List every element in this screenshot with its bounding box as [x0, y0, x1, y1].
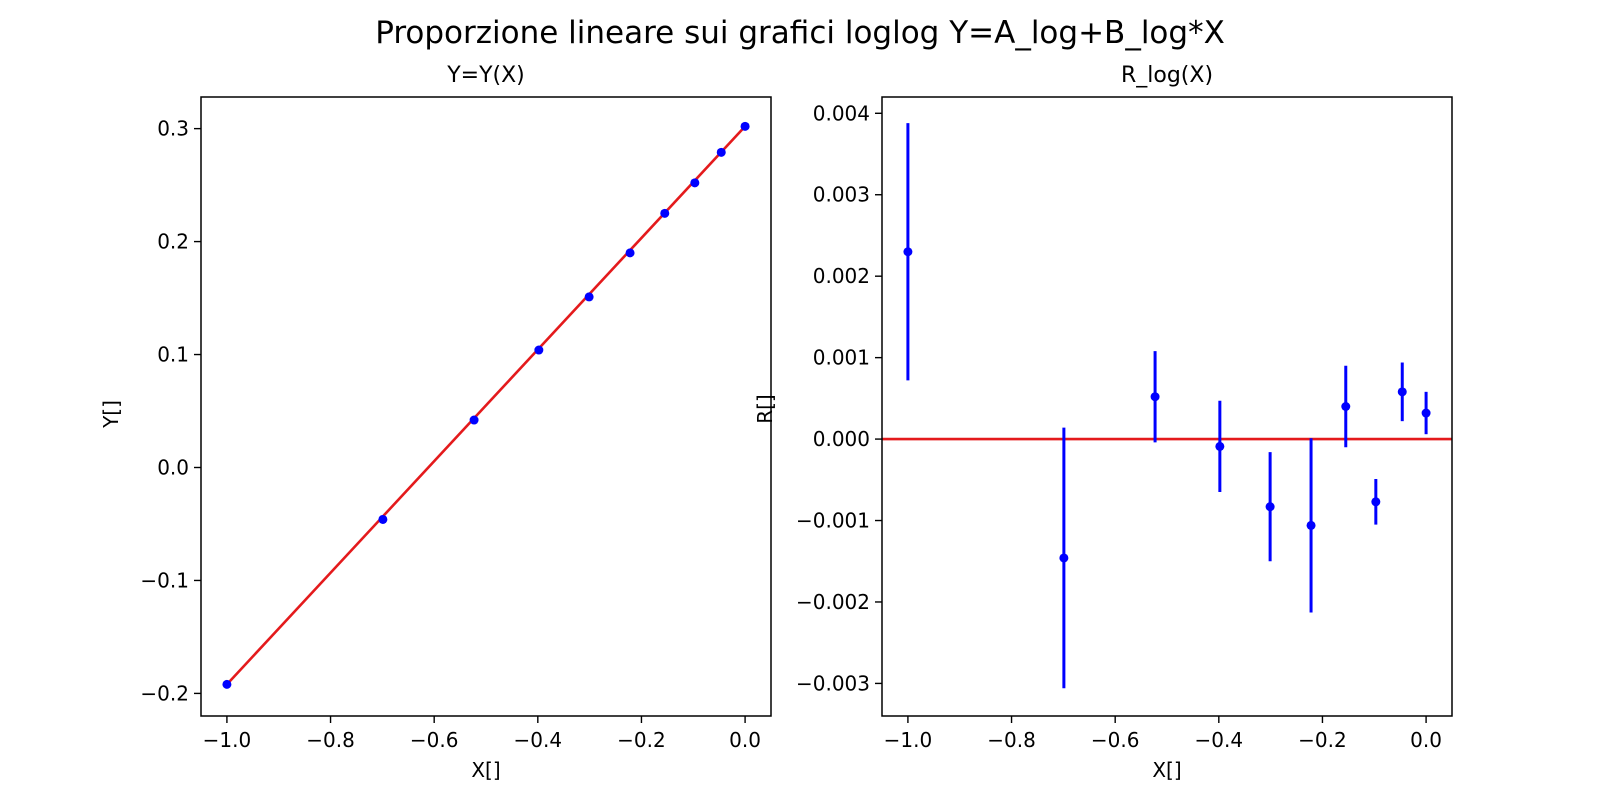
right-panel-data-point — [1150, 392, 1160, 402]
left-panel-data-point — [534, 345, 544, 355]
left-panel-ytick-label: 0.2 — [157, 230, 189, 254]
left-panel-data-point — [660, 208, 670, 218]
right-panel-xtick-label: 0.0 — [1410, 728, 1442, 752]
left-panel-data-point — [378, 514, 388, 524]
left-panel-xlabel: X[] — [471, 758, 500, 782]
left-panel-data-point — [690, 178, 700, 188]
figure-suptitle: Proporzione lineare sui grafici loglog Y… — [375, 15, 1225, 51]
right-panel-data-point — [1265, 502, 1275, 512]
right-panel-ytick-label: 0.002 — [813, 264, 870, 288]
right-panel-data-point — [1421, 408, 1431, 418]
right-panel-residuals: R_log(X) X[] R[] −1.0 −0.8 −0.6 −0.4 −0.2 0.0… — [753, 63, 1453, 782]
right-panel-data-point — [1215, 441, 1225, 451]
left-panel-y-vs-x: Y=Y(X) X[] Y[] −1.0 −0.8 −0.6 −0.4 −0.2 0.0 −… — [99, 63, 772, 782]
left-panel-ylabel: Y[] — [99, 400, 123, 429]
left-panel-ytick-label: −0.2 — [140, 681, 189, 705]
left-panel-axes-frame — [200, 96, 772, 717]
right-panel-title: R_log(X) — [1121, 63, 1213, 88]
left-panel-yticks: −0.2 −0.1 0.0 0.1 0.2 0.3 — [140, 117, 201, 705]
right-panel-data-point — [1397, 387, 1407, 397]
left-panel-ytick-label: 0.0 — [157, 455, 189, 479]
right-panel-axes-frame — [881, 96, 1453, 717]
left-panel-data-point — [222, 679, 232, 689]
left-panel-title: Y=Y(X) — [446, 63, 525, 88]
left-panel-ytick-label: 0.1 — [157, 343, 189, 367]
left-panel-xtick-label: −0.6 — [410, 728, 459, 752]
left-panel-xtick-label: 0.0 — [729, 728, 761, 752]
right-panel-xtick-label: −0.2 — [1298, 728, 1347, 752]
left-panel-data-point — [740, 121, 750, 131]
left-panel-xtick-label: −0.4 — [514, 728, 563, 752]
right-panel-xtick-label: −1.0 — [884, 728, 933, 752]
left-panel-fit-line — [225, 125, 747, 686]
right-panel-xtick-label: −0.8 — [987, 728, 1036, 752]
right-panel-marks — [882, 123, 1452, 689]
right-panel-data-point — [1341, 402, 1351, 411]
left-panel-data-point — [625, 248, 635, 258]
left-panel-ytick-label: −0.1 — [140, 568, 189, 592]
right-panel-ylabel: R[] — [753, 394, 777, 424]
left-panel-xticks: −1.0 −0.8 −0.6 −0.4 −0.2 0.0 — [203, 716, 761, 752]
right-panel-ytick-label: 0.003 — [813, 183, 870, 207]
right-panel-xticks: −1.0 −0.8 −0.6 −0.4 −0.2 0.0 — [884, 716, 1442, 752]
left-panel-xtick-label: −0.2 — [617, 728, 666, 752]
right-panel-xtick-label: −0.4 — [1195, 728, 1244, 752]
right-panel-ytick-label: 0.004 — [813, 101, 870, 125]
right-panel-yticks: −0.003 −0.002 −0.001 0.000 0.001 0.002 0.003 0.… — [796, 101, 882, 695]
right-panel-ytick-label: 0.001 — [813, 346, 870, 370]
right-panel-data-point — [1059, 553, 1069, 563]
right-panel-data-point — [1306, 520, 1316, 530]
left-panel-xtick-label: −0.8 — [306, 728, 355, 752]
right-panel-ytick-label: −0.003 — [796, 671, 870, 695]
right-panel-data-point — [1371, 497, 1381, 507]
left-panel-xtick-label: −1.0 — [203, 728, 252, 752]
right-panel-xtick-label: −0.6 — [1091, 728, 1140, 752]
right-panel-ytick-label: 0.000 — [813, 427, 870, 451]
left-panel-data-point — [716, 147, 726, 157]
left-panel-data-point — [584, 292, 594, 302]
right-panel-xlabel: X[] — [1152, 758, 1181, 782]
right-panel-ytick-label: −0.001 — [796, 509, 870, 533]
right-panel-ytick-label: −0.002 — [796, 590, 870, 614]
left-panel-ytick-label: 0.3 — [157, 117, 189, 141]
left-panel-marks — [222, 121, 750, 689]
right-panel-data-point — [903, 247, 913, 257]
left-panel-data-point — [469, 415, 479, 425]
